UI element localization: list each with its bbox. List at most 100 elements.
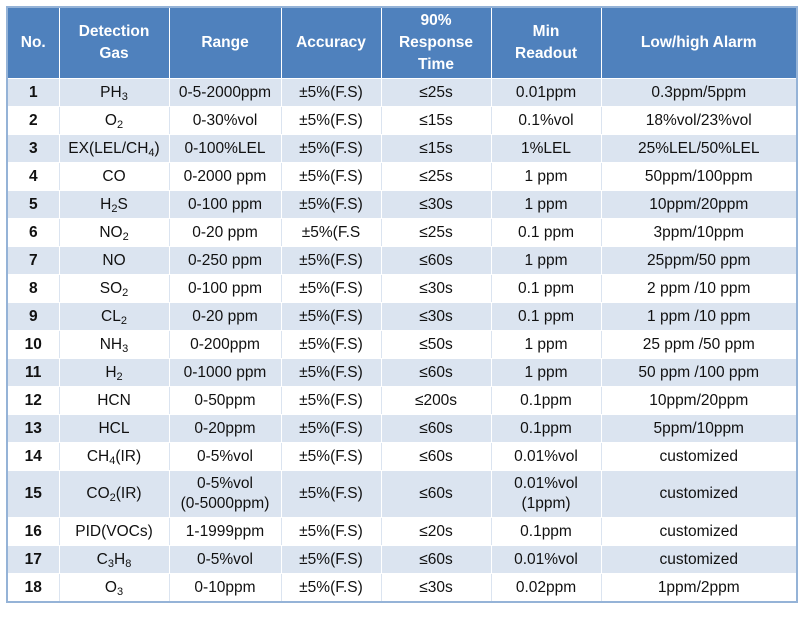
cell-min-readout: 0.1%vol xyxy=(490,106,602,135)
gas-subscript: 2 xyxy=(120,314,127,327)
table-row: 4 CO 0-2000 ppm ±5%(F.S) ≤25s 1 ppm 50ppm/100p… xyxy=(6,162,798,191)
cell-range: 0-2000 ppm xyxy=(168,162,282,191)
cell-min-readout: 0.01%vol (1ppm) xyxy=(490,470,602,518)
cell-alarm: 0.3ppm/5ppm xyxy=(600,78,798,107)
cell-no: 12 xyxy=(6,386,60,415)
cell-alarm: 50ppm/100ppm xyxy=(600,162,798,191)
gas-formula: CO xyxy=(102,167,126,185)
cell-response-time: ≤200s xyxy=(380,386,492,415)
cell-no: 4 xyxy=(6,162,60,191)
cell-response-time: ≤25s xyxy=(380,78,492,107)
cell-accuracy: ±5%(F.S) xyxy=(280,190,382,219)
gas-subscript: 4 xyxy=(148,146,155,159)
cell-accuracy: ±5%(F.S) xyxy=(280,246,382,275)
cell-gas: NH3 xyxy=(58,330,170,359)
gas-formula: SO xyxy=(99,279,123,297)
table-row: 14 CH4(IR) 0-5%vol ±5%(F.S) ≤60s 0.01%vol cust… xyxy=(6,442,798,471)
header-response-line2: Response xyxy=(398,34,474,51)
cell-range: 0-200ppm xyxy=(168,330,282,359)
header-row: No. Detection Gas Range Accuracy 90% Res… xyxy=(6,6,798,79)
cell-alarm: 18%vol/23%vol xyxy=(600,106,798,135)
cell-accuracy: ±5%(F.S) xyxy=(280,545,382,574)
cell-alarm: 25ppm/50 ppm xyxy=(600,246,798,275)
gas-subscript: 2 xyxy=(111,202,118,215)
cell-min-readout: 1 ppm xyxy=(490,162,602,191)
cell-min-readout: 1 ppm xyxy=(490,330,602,359)
cell-gas: PID(VOCs) xyxy=(58,517,170,546)
gas-subscript: 2 xyxy=(109,492,116,504)
cell-gas: NO xyxy=(58,246,170,275)
gas-formula: O xyxy=(104,111,117,129)
cell-no: 13 xyxy=(6,414,60,443)
gas-formula-suffix: ) xyxy=(154,139,160,157)
cell-range: 0-20ppm xyxy=(168,414,282,443)
gas-formula: C xyxy=(96,550,108,568)
header-min-line2: Readout xyxy=(515,45,577,62)
cell-no: 9 xyxy=(6,302,60,331)
cell-min-readout: 1%LEL xyxy=(490,134,602,163)
cell-accuracy: ±5%(F.S) xyxy=(280,442,382,471)
cell-response-time: ≤20s xyxy=(380,517,492,546)
table-row: 6 NO2 0-20 ppm ±5%(F.S ≤25s 0.1 ppm 3ppm/10ppm xyxy=(6,218,798,247)
cell-alarm: 1ppm/2ppm xyxy=(600,573,798,603)
cell-no: 11 xyxy=(6,358,60,387)
cell-no: 6 xyxy=(6,218,60,247)
cell-response-time: ≤60s xyxy=(380,358,492,387)
gas-formula: H xyxy=(100,195,112,213)
cell-response-time: ≤60s xyxy=(380,442,492,471)
cell-response-time: ≤60s xyxy=(380,545,492,574)
cell-no: 15 xyxy=(6,470,60,518)
gas-subscript: 3 xyxy=(122,342,129,355)
table-row: 16 PID(VOCs) 1-1999ppm ±5%(F.S) ≤20s 0.1ppm cu… xyxy=(6,517,798,546)
cell-min-readout: 1 ppm xyxy=(490,358,602,387)
cell-min-readout: 0.1ppm xyxy=(490,414,602,443)
table-row: 9 CL2 0-20 ppm ±5%(F.S) ≤30s 0.1 ppm 1 ppm /10… xyxy=(6,302,798,331)
cell-range: 0-100 ppm xyxy=(168,190,282,219)
cell-response-time: ≤25s xyxy=(380,162,492,191)
header-no: No. xyxy=(6,6,60,79)
cell-no: 8 xyxy=(6,274,60,303)
table-row: 17 C3H8 0-5%vol ±5%(F.S) ≤60s 0.01%vol customi… xyxy=(6,545,798,574)
cell-gas: C3H8 xyxy=(58,545,170,574)
cell-gas: CL2 xyxy=(58,302,170,331)
cell-gas: CO2(IR) xyxy=(58,470,170,518)
cell-no: 17 xyxy=(6,545,60,574)
table-row: 2 O2 0-30%vol ±5%(F.S) ≤15s 0.1%vol 18%vol/23%… xyxy=(6,106,798,135)
table-row: 3 EX(LEL/CH4) 0-100%LEL ±5%(F.S) ≤15s 1%LEL 25… xyxy=(6,134,798,163)
cell-gas: SO2 xyxy=(58,274,170,303)
cell-accuracy: ±5%(F.S xyxy=(280,218,382,247)
cell-no: 2 xyxy=(6,106,60,135)
cell-no: 16 xyxy=(6,517,60,546)
table-row: 12 HCN 0-50ppm ±5%(F.S) ≤200s 0.1ppm 10ppm/20p… xyxy=(6,386,798,415)
cell-gas: NO2 xyxy=(58,218,170,247)
header-response-line3: Time xyxy=(418,56,454,73)
cell-gas: HCL xyxy=(58,414,170,443)
gas-formula-suffix: H xyxy=(114,550,126,568)
cell-min-readout: 0.02ppm xyxy=(490,573,602,603)
cell-response-time: ≤30s xyxy=(380,573,492,603)
gas-formula: H xyxy=(105,363,117,381)
cell-range: 0-20 ppm xyxy=(168,218,282,247)
header-min-readout: Min Readout xyxy=(490,6,602,79)
cell-response-time: ≤25s xyxy=(380,218,492,247)
table-row: 18 O3 0-10ppm ±5%(F.S) ≤30s 0.02ppm 1ppm/2ppm xyxy=(6,573,798,603)
gas-formula: NO xyxy=(99,223,123,241)
cell-alarm: 3ppm/10ppm xyxy=(600,218,798,247)
gas-formula: HCN xyxy=(97,391,131,409)
cell-gas: EX(LEL/CH4) xyxy=(58,134,170,163)
cell-accuracy: ±5%(F.S) xyxy=(280,330,382,359)
gas-spec-table: No. Detection Gas Range Accuracy 90% Res… xyxy=(6,6,798,603)
gas-subscript: 2 xyxy=(116,370,123,383)
cell-accuracy: ±5%(F.S) xyxy=(280,162,382,191)
cell-gas: H2S xyxy=(58,190,170,219)
gas-formula: NH xyxy=(99,335,123,353)
cell-range: 0-5%vol xyxy=(168,545,282,574)
cell-gas: CO xyxy=(58,162,170,191)
cell-min-readout: 0.1 ppm xyxy=(490,218,602,247)
cell-min-readout: 0.01ppm xyxy=(490,78,602,107)
cell-alarm: 10ppm/20ppm xyxy=(600,386,798,415)
cell-accuracy: ±5%(F.S) xyxy=(280,470,382,518)
header-min-line1: Min xyxy=(532,23,560,40)
cell-range: 0-5%vol xyxy=(168,442,282,471)
cell-min-readout: 0.1 ppm xyxy=(490,274,602,303)
